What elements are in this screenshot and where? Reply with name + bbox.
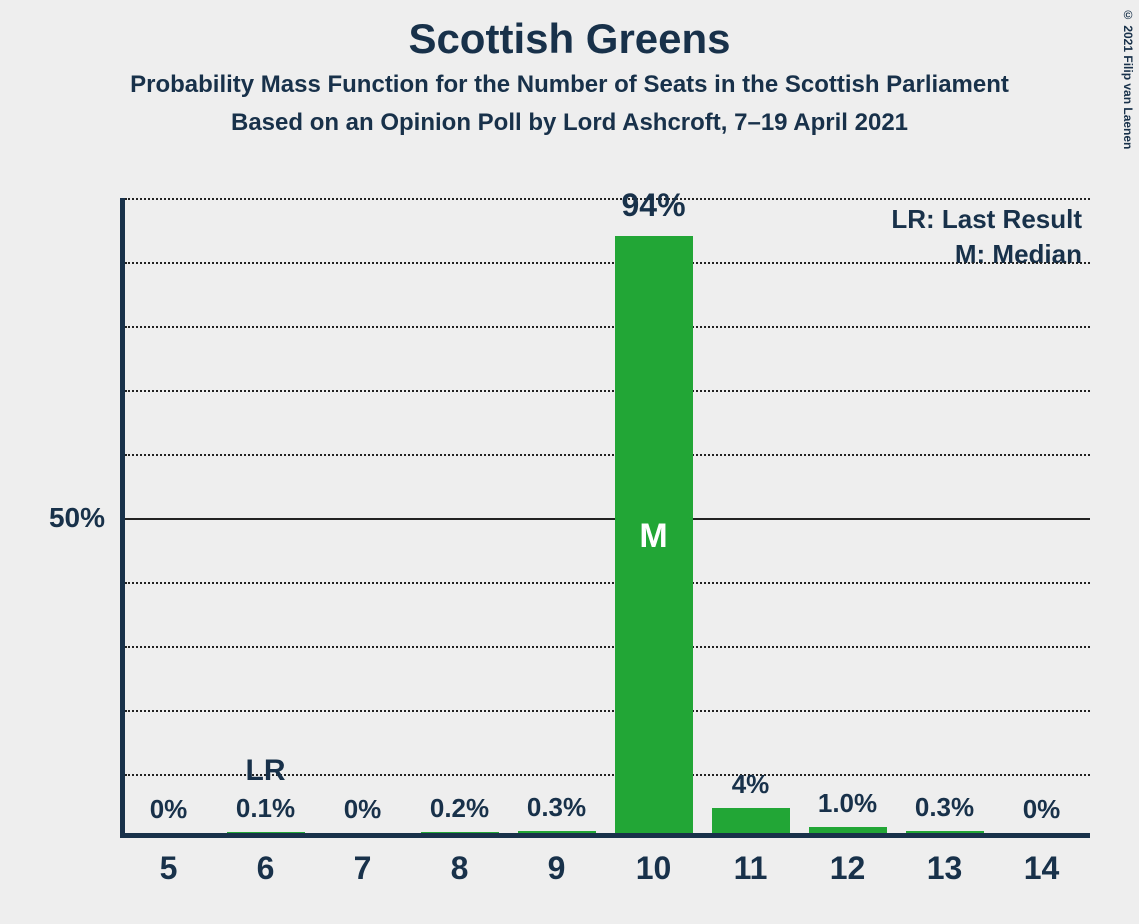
x-tick-label: 13 — [896, 850, 993, 887]
legend-lr: LR: Last Result — [891, 202, 1082, 237]
bar-value-label: 0.3% — [508, 792, 605, 823]
x-tick-label: 5 — [120, 850, 217, 887]
gridline-minor — [125, 646, 1090, 648]
x-tick-label: 10 — [605, 850, 702, 887]
x-tick-label: 7 — [314, 850, 411, 887]
bar-value-label: 0.1% — [217, 793, 314, 824]
bar — [518, 831, 596, 833]
chart-subtitle2: Based on an Opinion Poll by Lord Ashcrof… — [0, 109, 1139, 137]
x-tick-label: 6 — [217, 850, 314, 887]
bar-value-label: 0.3% — [896, 792, 993, 823]
chart-title: Scottish Greens — [0, 15, 1139, 63]
bar — [227, 832, 305, 833]
marker-median: M — [605, 517, 702, 556]
legend-m: M: Median — [891, 237, 1082, 272]
chart-subtitle: Probability Mass Function for the Number… — [0, 71, 1139, 99]
x-axis — [120, 833, 1090, 838]
bar-value-label: 0% — [314, 794, 411, 825]
y-tick-label: 50% — [49, 502, 105, 534]
x-tick-label: 8 — [411, 850, 508, 887]
chart-plot-area: LR: Last Result M: Median 50% 0%0.1%LR0%… — [120, 198, 1090, 838]
bar — [906, 831, 984, 833]
gridline-minor — [125, 390, 1090, 392]
gridline-minor — [125, 326, 1090, 328]
bar — [809, 827, 887, 833]
gridline-minor — [125, 582, 1090, 584]
bar — [421, 832, 499, 833]
bar — [712, 808, 790, 833]
bar-value-label: 94% — [605, 187, 702, 224]
x-tick-label: 9 — [508, 850, 605, 887]
bar-value-label: 1.0% — [799, 788, 896, 819]
gridline-minor — [125, 710, 1090, 712]
bar-value-label: 0.2% — [411, 793, 508, 824]
credit-text: © 2021 Filip van Laenen — [1121, 8, 1135, 149]
gridline-minor — [125, 454, 1090, 456]
x-tick-label: 11 — [702, 850, 799, 887]
gridline-minor — [125, 262, 1090, 264]
x-tick-label: 14 — [993, 850, 1090, 887]
bar-value-label: 0% — [120, 794, 217, 825]
bar-value-label: 0% — [993, 794, 1090, 825]
x-tick-label: 12 — [799, 850, 896, 887]
marker-lr: LR — [217, 754, 314, 788]
bar-value-label: 4% — [702, 769, 799, 800]
